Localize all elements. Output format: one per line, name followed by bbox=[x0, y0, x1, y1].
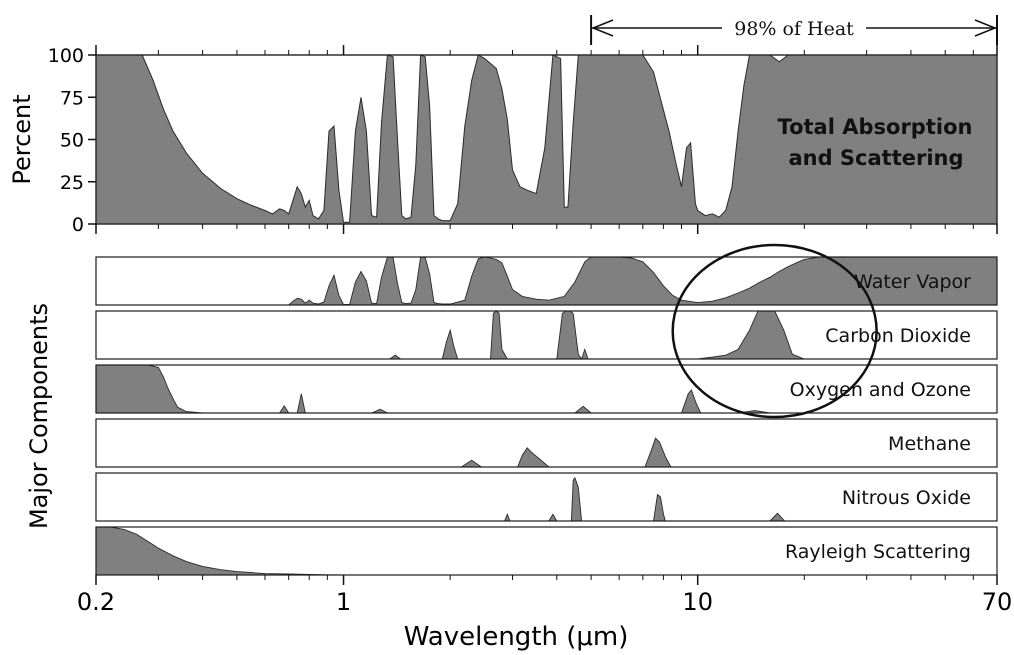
top-panel-label-line1: Total Absorption bbox=[778, 115, 973, 139]
component-panel-label: Methane bbox=[888, 433, 971, 455]
component-panel-label: Rayleigh Scattering bbox=[785, 541, 971, 563]
x-tick-label: 70 bbox=[982, 588, 1013, 616]
component-panel-background bbox=[96, 311, 997, 359]
y-tick-label: 50 bbox=[60, 130, 84, 152]
top-absorption-area bbox=[95, 54, 998, 225]
components-group: Water Vapor Carbon Dioxide Oxygen and Ozon… bbox=[95, 256, 998, 576]
heat-arrowhead-right bbox=[974, 19, 998, 37]
component-panel-background bbox=[96, 365, 997, 413]
circle-annotation bbox=[671, 243, 878, 419]
component-panel: Oxygen and Ozone bbox=[95, 364, 998, 414]
x-axis: 0.2 1 10 70 bbox=[77, 45, 1012, 616]
component-panel-frame bbox=[95, 364, 998, 414]
component-panel-frame bbox=[95, 256, 998, 306]
component-panel-background bbox=[96, 419, 997, 467]
x-axis-title: Wavelength (μm) bbox=[404, 622, 629, 652]
component-panel: Methane bbox=[95, 418, 998, 468]
top-y-axis: 0 25 50 75 100 bbox=[48, 45, 96, 236]
component-panel-frame bbox=[95, 310, 998, 360]
y-tick-label: 100 bbox=[48, 45, 84, 67]
component-panel-label: Water Vapor bbox=[854, 271, 971, 293]
component-panel-label: Nitrous Oxide bbox=[842, 487, 971, 509]
component-panel: Rayleigh Scattering bbox=[95, 526, 998, 576]
y-tick-label: 75 bbox=[60, 87, 84, 109]
component-panel-frame bbox=[95, 526, 998, 576]
x-tick-label: 0.2 bbox=[77, 588, 115, 616]
y-tick-label: 25 bbox=[60, 172, 84, 194]
top-panel-label-line2: and Scattering bbox=[788, 146, 963, 170]
heat-arrowhead-left bbox=[591, 19, 614, 37]
component-panel-frame bbox=[95, 418, 998, 468]
component-absorption-area bbox=[96, 437, 997, 468]
top-y-axis-title: Percent bbox=[8, 94, 36, 184]
component-panel-label: Oxygen and Ozone bbox=[790, 379, 971, 401]
component-panel-background bbox=[96, 473, 997, 521]
heat-annotation: 98% of Heat bbox=[590, 15, 998, 45]
component-panel-label: Carbon Dioxide bbox=[825, 325, 971, 347]
component-panel-background bbox=[96, 527, 997, 575]
x-tick-label: 10 bbox=[682, 588, 713, 616]
y-tick-label: 0 bbox=[72, 214, 84, 236]
heat-label: 98% of Heat bbox=[734, 18, 854, 40]
top-panel: Total Absorption and Scattering 0 25 50 75 1… bbox=[8, 45, 998, 236]
x-tick-label: 1 bbox=[336, 588, 351, 616]
component-panel: Carbon Dioxide bbox=[95, 310, 998, 360]
components-y-axis-title: Major Components bbox=[25, 303, 53, 529]
component-panel: Nitrous Oxide bbox=[95, 472, 998, 522]
component-panel-frame bbox=[95, 472, 998, 522]
component-panel: Water Vapor bbox=[95, 256, 998, 306]
